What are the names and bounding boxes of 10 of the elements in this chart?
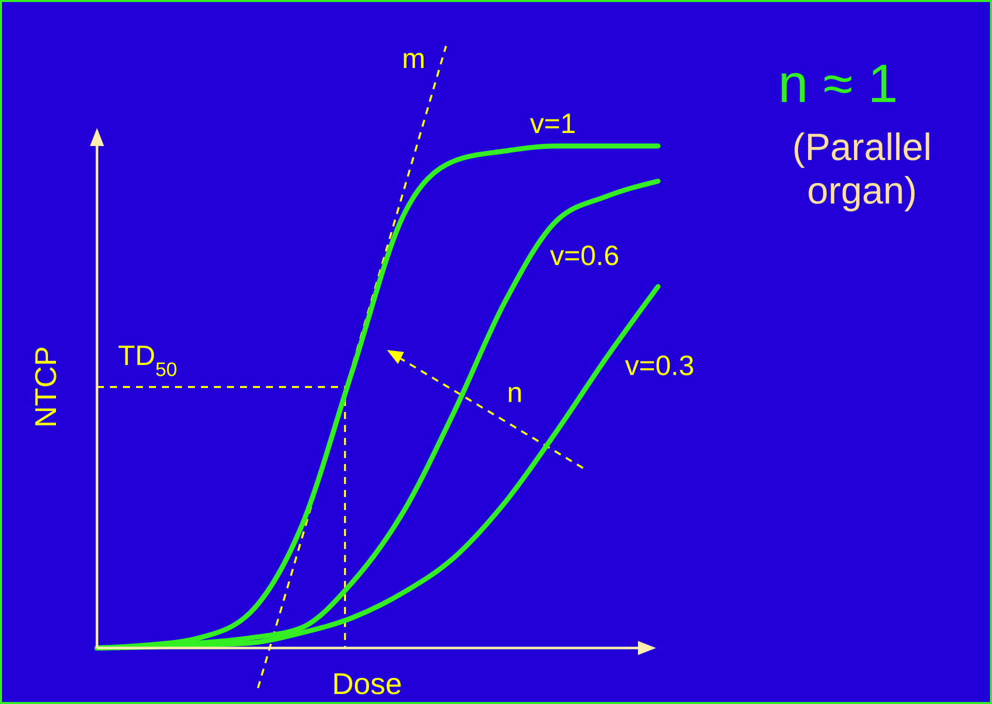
text: n ≈ 1 (778, 54, 898, 114)
annotation: n (507, 377, 523, 408)
series-label: v=1 (530, 108, 576, 139)
x-axis-title: Dose (332, 668, 402, 701)
text: (Parallel organ) (792, 127, 932, 213)
series-label: v=0.6 (550, 240, 620, 271)
text: m (402, 43, 426, 74)
annotation: TD$_{50}$ (118, 340, 178, 381)
series-label: v=0.3 (625, 350, 694, 381)
y-axis-title: NTCP (30, 346, 63, 428)
